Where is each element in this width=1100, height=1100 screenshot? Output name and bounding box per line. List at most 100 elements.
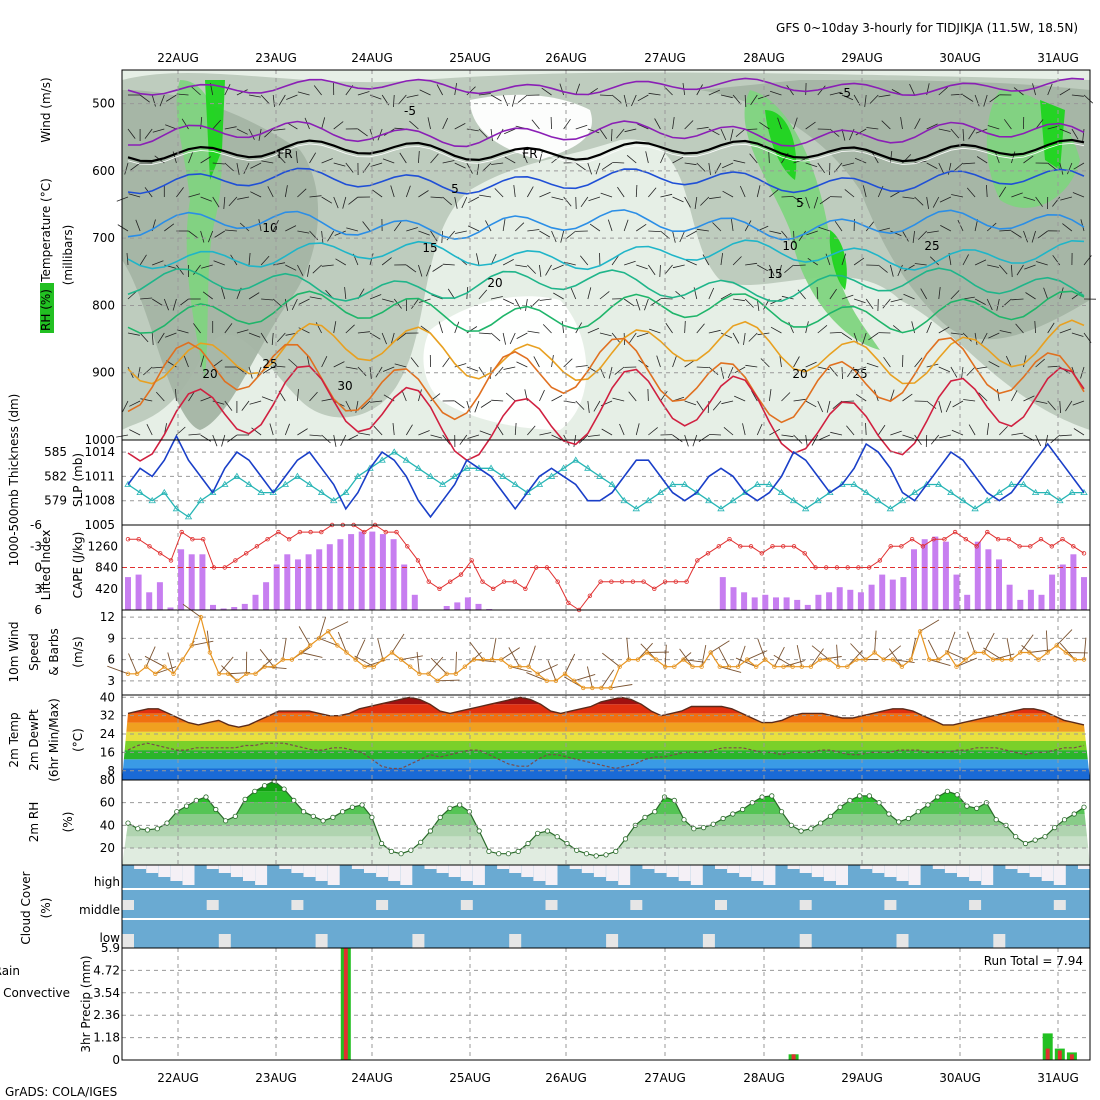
rh-marker	[574, 847, 580, 853]
wind-speed-marker	[1009, 657, 1014, 662]
thickness-marker	[656, 488, 665, 496]
cape-bar	[985, 549, 992, 610]
wind-speed-marker	[262, 664, 267, 669]
date-label-top: 24AUG	[351, 51, 393, 65]
wind-barb	[127, 332, 140, 336]
thickness-marker	[1031, 488, 1040, 496]
cape-bar	[804, 604, 811, 610]
wind-barb	[962, 94, 974, 102]
wind-barb	[298, 298, 310, 305]
wind-barb	[551, 196, 564, 201]
lifted-index-marker	[555, 579, 560, 584]
wind-barb	[938, 86, 949, 96]
cape-bar	[857, 592, 864, 610]
wind-barb-10m	[354, 655, 375, 668]
wind-barb	[997, 389, 1000, 402]
cape-bar	[900, 577, 907, 610]
wind-barb	[200, 196, 212, 202]
wind-barb	[660, 193, 673, 198]
wind-speed-marker	[735, 664, 741, 669]
wind-barb	[315, 322, 322, 334]
rh-marker	[349, 804, 355, 810]
wind-barb	[382, 366, 395, 372]
wind-barb	[418, 389, 422, 402]
cloud-high-gap	[690, 865, 703, 885]
wind-barb-10m	[1019, 634, 1034, 653]
wind-barb	[430, 434, 443, 439]
wind-barb	[951, 429, 964, 436]
thickness-marker	[801, 505, 810, 512]
wind-speed-marker	[917, 629, 923, 634]
thickness-marker	[281, 480, 290, 487]
cloud-high-gap	[388, 865, 401, 881]
wind-barb-10m	[586, 666, 593, 689]
wind-barb	[181, 118, 189, 130]
rh-marker	[261, 783, 268, 789]
wind-barb	[635, 423, 640, 436]
wind-barb	[224, 323, 233, 334]
wind-barb	[902, 230, 909, 242]
wind-barb	[712, 222, 722, 232]
wind-barb	[517, 94, 528, 103]
wind-barb	[494, 188, 504, 198]
lifted-index-marker	[619, 579, 625, 584]
wind-barb	[295, 151, 298, 164]
thickness-marker	[390, 448, 398, 455]
temp-line	[127, 696, 1085, 728]
wind-barb	[976, 156, 988, 164]
wind-speed-marker	[535, 671, 540, 676]
wind-barb	[637, 94, 649, 102]
wind-barb	[830, 431, 843, 436]
rh-marker	[486, 848, 492, 855]
wind-barb	[781, 392, 791, 402]
wind-barb	[1036, 261, 1048, 266]
wind-barb	[648, 427, 658, 436]
wind-barb	[721, 162, 734, 169]
wind-speed-marker	[326, 629, 331, 634]
precip-convective-bar	[1045, 1048, 1050, 1060]
wind-barb	[864, 94, 867, 107]
thickness-marker	[596, 472, 604, 479]
wind-barb	[1059, 88, 1071, 96]
rh-band	[122, 836, 1090, 848]
wind-barb	[539, 432, 552, 436]
wind-barb	[587, 400, 590, 413]
thickness-marker	[1007, 480, 1016, 487]
wind-barb	[862, 332, 867, 345]
thickness-marker	[257, 488, 265, 496]
temp-contour-label: 5	[451, 182, 459, 196]
wind-speed-marker	[453, 671, 458, 676]
lifted-index-marker	[748, 544, 754, 549]
lifted-index-marker	[243, 551, 249, 556]
wind-speed-marker	[562, 671, 568, 676]
wind-barb	[390, 332, 395, 345]
cape-bar	[1070, 554, 1077, 610]
wind-barb	[966, 366, 976, 376]
wind-barb-10m	[547, 660, 557, 681]
cloud-high-gap	[872, 865, 885, 873]
wind-barb	[962, 332, 972, 342]
thickness-marker	[971, 505, 979, 512]
cape-bar	[719, 577, 726, 610]
wind-barb-10m	[664, 644, 667, 667]
wind-barb	[124, 162, 129, 175]
wind-barb	[1011, 230, 1022, 238]
wind-barb	[490, 94, 502, 102]
wind-barb	[478, 332, 491, 335]
temp-band	[122, 704, 1090, 714]
cape-bar	[783, 597, 790, 610]
wind-barb	[284, 298, 288, 311]
wind-speed-marker	[726, 664, 732, 669]
wind-barb	[505, 392, 516, 402]
lifted-index-marker	[254, 544, 260, 549]
wind-barb	[631, 94, 637, 107]
cape-bar	[220, 608, 227, 610]
cloud-high-gap	[666, 865, 679, 877]
cape-bar	[889, 579, 896, 610]
wind-barb	[357, 366, 367, 377]
wind-barb	[999, 229, 1012, 232]
lifted-index-marker	[136, 537, 141, 542]
cloud-high-gap	[170, 865, 183, 881]
wind-barb	[410, 357, 419, 368]
thickness-marker	[451, 472, 459, 479]
